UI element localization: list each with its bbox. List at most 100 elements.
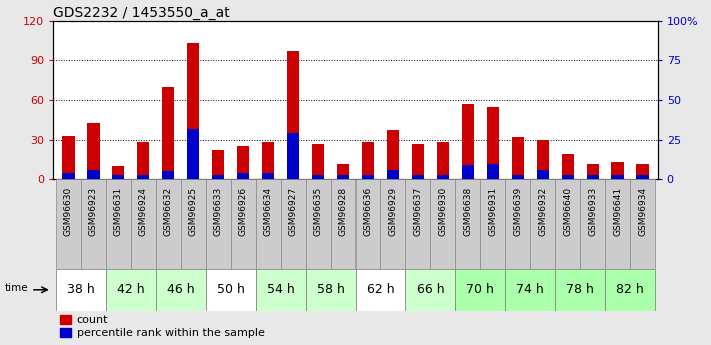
Bar (562, 175, 574, 179)
Text: 38 h: 38 h (67, 283, 95, 296)
Bar (580, 179, 605, 269)
Bar (555, 269, 605, 310)
Bar (131, 179, 156, 269)
Bar (387, 130, 399, 179)
Bar (137, 175, 149, 179)
Bar (156, 179, 181, 269)
Bar (162, 171, 174, 179)
Bar (611, 162, 624, 179)
Text: GSM96931: GSM96931 (488, 187, 498, 236)
Text: GSM96631: GSM96631 (114, 187, 123, 236)
Bar (486, 164, 499, 179)
Text: time: time (4, 283, 28, 293)
Bar (387, 170, 399, 179)
Bar (506, 179, 530, 269)
Bar (437, 142, 449, 179)
Bar (562, 154, 574, 179)
Text: 46 h: 46 h (167, 283, 195, 296)
Bar (106, 179, 131, 269)
Text: 66 h: 66 h (417, 283, 444, 296)
Bar (486, 107, 499, 179)
Bar (412, 175, 424, 179)
Bar (362, 142, 374, 179)
Text: GSM96634: GSM96634 (264, 187, 272, 236)
Text: GSM96929: GSM96929 (388, 187, 397, 236)
Bar (112, 175, 124, 179)
Text: GDS2232 / 1453550_a_at: GDS2232 / 1453550_a_at (53, 6, 230, 20)
Bar (137, 142, 149, 179)
Text: GSM96640: GSM96640 (563, 187, 572, 236)
Bar (62, 136, 75, 179)
Bar (481, 179, 506, 269)
Bar (455, 179, 481, 269)
Bar (356, 269, 405, 310)
Text: GSM96930: GSM96930 (439, 187, 447, 236)
Text: 74 h: 74 h (516, 283, 544, 296)
Bar (512, 175, 524, 179)
Bar (256, 179, 281, 269)
Bar (537, 170, 549, 179)
Bar (337, 175, 349, 179)
Text: GSM96639: GSM96639 (513, 187, 523, 236)
Text: GSM96633: GSM96633 (213, 187, 223, 236)
Bar (587, 175, 599, 179)
Bar (611, 175, 624, 179)
Bar (587, 164, 599, 179)
Bar (605, 269, 655, 310)
Bar (331, 179, 356, 269)
Bar (380, 179, 405, 269)
Bar (87, 170, 100, 179)
Text: GSM96923: GSM96923 (89, 187, 98, 236)
Text: GSM96934: GSM96934 (638, 187, 647, 236)
Bar (437, 175, 449, 179)
Text: GSM96926: GSM96926 (239, 187, 247, 236)
Bar (605, 179, 630, 269)
Bar (430, 179, 455, 269)
Text: GSM96641: GSM96641 (613, 187, 622, 236)
Bar (212, 175, 225, 179)
Bar (205, 269, 256, 310)
Text: GSM96630: GSM96630 (64, 187, 73, 236)
Text: GSM96636: GSM96636 (363, 187, 373, 236)
Bar (212, 150, 225, 179)
Bar (555, 179, 580, 269)
Text: 62 h: 62 h (367, 283, 395, 296)
Text: GSM96635: GSM96635 (314, 187, 323, 236)
Bar (81, 179, 106, 269)
Bar (262, 173, 274, 179)
Text: 78 h: 78 h (567, 283, 594, 296)
Bar (530, 179, 555, 269)
Text: GSM96924: GSM96924 (139, 187, 148, 236)
Bar (162, 87, 174, 179)
Legend: count, percentile rank within the sample: count, percentile rank within the sample (59, 314, 266, 339)
Bar (312, 175, 324, 179)
Text: GSM96933: GSM96933 (588, 187, 597, 236)
Text: GSM96925: GSM96925 (188, 187, 198, 236)
Text: GSM96928: GSM96928 (338, 187, 348, 236)
Bar (630, 179, 655, 269)
Bar (636, 164, 649, 179)
Bar (187, 43, 199, 179)
Text: GSM96637: GSM96637 (413, 187, 422, 236)
Bar (461, 165, 474, 179)
Text: 54 h: 54 h (267, 283, 294, 296)
Bar (412, 144, 424, 179)
Bar (281, 179, 306, 269)
Bar (287, 134, 299, 179)
Text: GSM96632: GSM96632 (164, 187, 173, 236)
Bar (56, 269, 106, 310)
Bar (537, 140, 549, 179)
Text: 50 h: 50 h (217, 283, 245, 296)
Bar (156, 269, 205, 310)
Text: GSM96932: GSM96932 (538, 187, 547, 236)
Bar (312, 144, 324, 179)
Bar (237, 146, 250, 179)
Text: 82 h: 82 h (616, 283, 644, 296)
Text: 58 h: 58 h (316, 283, 344, 296)
Bar (87, 122, 100, 179)
Bar (356, 179, 380, 269)
Bar (230, 179, 256, 269)
Bar (262, 142, 274, 179)
Text: GSM96638: GSM96638 (464, 187, 472, 236)
Bar (306, 179, 331, 269)
